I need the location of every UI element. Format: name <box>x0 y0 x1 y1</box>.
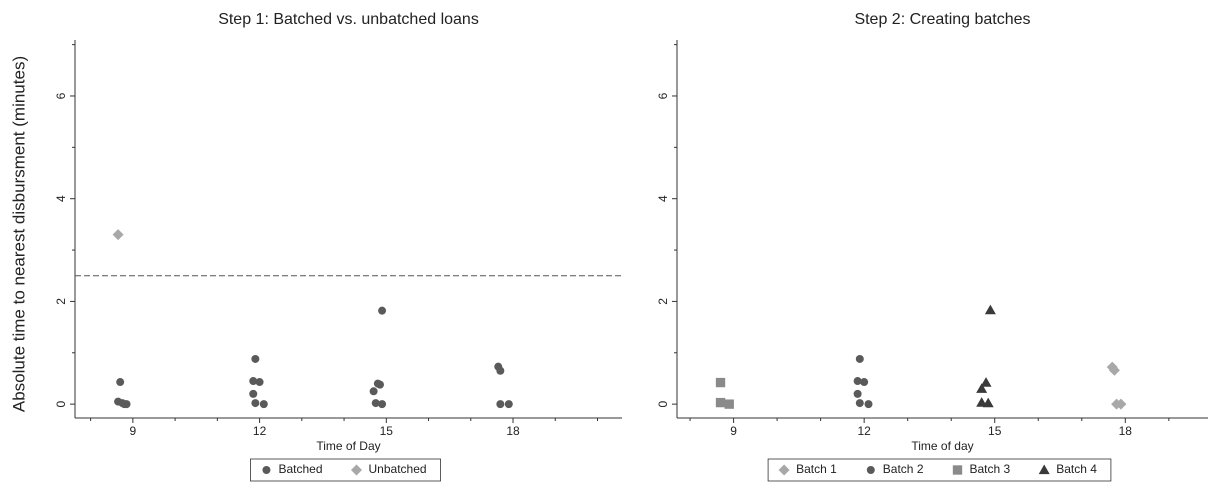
legend-box <box>250 458 441 482</box>
x-tick-label: 18 <box>506 424 520 438</box>
legend-marker <box>952 465 963 475</box>
legend-label: Batch 1 <box>796 462 837 476</box>
legend-marker <box>866 466 875 474</box>
legend-marker <box>351 464 362 476</box>
point <box>855 399 864 408</box>
legend-label: Batch 4 <box>1056 462 1097 476</box>
x-tick-label: 9 <box>130 424 137 438</box>
point <box>120 400 129 409</box>
legend-label: Batch 2 <box>883 462 924 476</box>
y-tick-label: 4 <box>54 195 68 202</box>
legend-label: Batch 3 <box>970 462 1011 476</box>
point <box>249 377 258 386</box>
point <box>715 377 726 388</box>
y-tick-label: 4 <box>656 195 670 202</box>
point <box>251 354 260 363</box>
point <box>860 378 869 387</box>
x-tick-label: 9 <box>730 424 737 438</box>
legend-marker <box>778 464 790 476</box>
legend-label: Batched <box>278 462 322 476</box>
point <box>116 378 125 387</box>
point <box>982 397 994 408</box>
y-tick-label: 2 <box>54 298 68 305</box>
y-tick-label: 6 <box>54 92 68 99</box>
x-axis-label: Time of Day <box>316 439 380 453</box>
point <box>504 400 513 409</box>
point <box>375 380 384 389</box>
y-axis-label: Absolute time to nearest disbursment (mi… <box>9 56 28 412</box>
legend: Batched Unbatched <box>250 458 441 482</box>
legend-box <box>767 458 1112 482</box>
chart-title: Step 1: Batched vs. unbatched loans <box>218 11 479 28</box>
point <box>853 389 862 398</box>
x-tick-label: 12 <box>857 424 871 438</box>
point <box>369 387 378 396</box>
point <box>371 399 380 408</box>
point <box>853 377 862 386</box>
point <box>496 366 505 375</box>
legend-label: Unbatched <box>369 462 427 476</box>
point <box>864 400 873 409</box>
x-tick-label: 15 <box>988 424 1002 438</box>
point <box>249 389 258 398</box>
point <box>251 399 260 408</box>
point <box>980 377 992 387</box>
legend: Batch 1 Batch 2 Batch 3 Batch 4 <box>767 458 1112 482</box>
chart-title: Step 2: Creating batches <box>854 11 1030 28</box>
point <box>855 354 864 363</box>
point <box>1115 398 1127 410</box>
point <box>255 378 264 387</box>
x-tick-label: 18 <box>1119 424 1133 438</box>
point <box>724 399 734 409</box>
y-tick-label: 0 <box>656 400 670 407</box>
x-tick-label: 12 <box>253 424 267 438</box>
point <box>1108 364 1120 376</box>
y-tick-label: 2 <box>656 298 670 305</box>
point <box>976 383 988 393</box>
x-axis-label: Time of day <box>911 439 973 453</box>
x-tick-label: 15 <box>380 424 394 438</box>
legend-marker <box>1038 464 1050 475</box>
point <box>112 229 124 241</box>
point <box>259 400 268 409</box>
y-tick-label: 0 <box>54 400 68 407</box>
point <box>378 306 387 315</box>
legend-marker <box>262 466 271 474</box>
point <box>496 400 505 409</box>
y-tick-label: 6 <box>656 92 670 99</box>
point <box>378 400 387 409</box>
point <box>984 304 996 315</box>
point <box>715 397 726 408</box>
